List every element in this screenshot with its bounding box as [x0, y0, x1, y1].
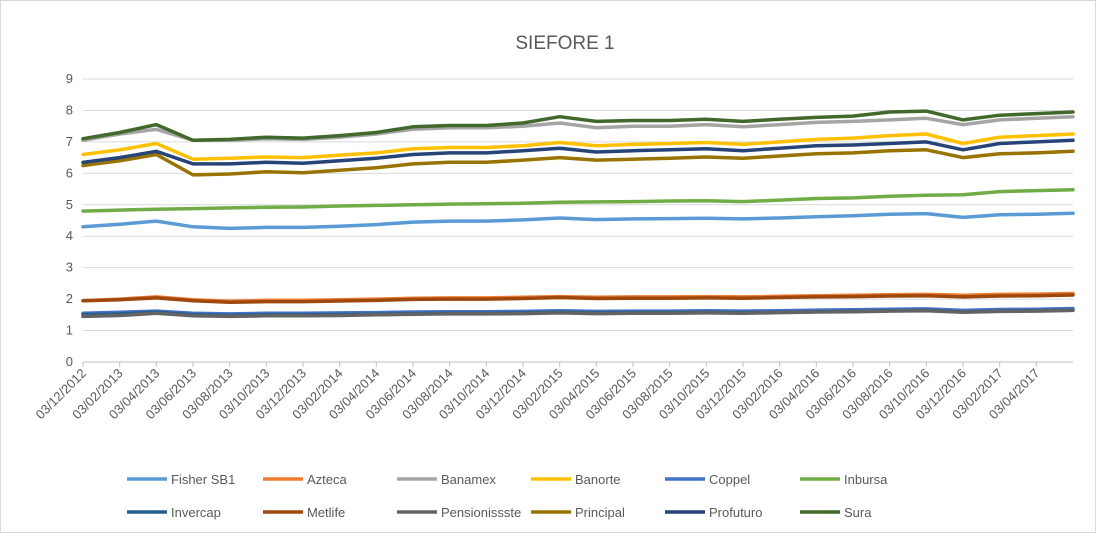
- legend-label: Banorte: [575, 472, 621, 487]
- series-line: [81, 148, 1075, 177]
- y-tick-label: 1: [66, 323, 73, 338]
- series-line: [81, 293, 1075, 305]
- series-line: [81, 109, 1075, 143]
- legend-label: Azteca: [307, 472, 348, 487]
- legend-label: Pensionissste: [441, 505, 521, 520]
- legend-label: Inbursa: [844, 472, 888, 487]
- y-tick-label: 3: [66, 260, 73, 275]
- series-line: [81, 211, 1075, 231]
- y-tick-label: 4: [66, 228, 73, 243]
- chart-title: SIEFORE 1: [515, 33, 614, 54]
- series-line: [81, 308, 1075, 319]
- legend-label: Principal: [575, 505, 625, 520]
- y-axis-ticks: 0 1 2 3 4 5 6 7 8 9: [66, 71, 73, 369]
- series-line: [81, 187, 1075, 213]
- y-tick-label: 8: [66, 102, 73, 117]
- legend-label: Sura: [844, 505, 872, 520]
- y-tick-label: 5: [66, 197, 73, 212]
- y-tick-label: 2: [66, 291, 73, 306]
- legend-label: Banamex: [441, 472, 496, 487]
- series-line: [81, 132, 1075, 161]
- series-line: [81, 138, 1075, 166]
- series-lines: [81, 109, 1075, 319]
- legend-label: Profuturo: [709, 505, 762, 520]
- legend-label: Coppel: [709, 472, 750, 487]
- y-tick-label: 6: [66, 165, 73, 180]
- legend-label: Invercap: [171, 505, 221, 520]
- y-tick-label: 7: [66, 134, 73, 149]
- x-axis-ticks: 03/12/201203/02/201303/04/201303/06/2013…: [32, 362, 1042, 422]
- legend: Fisher SB1 Azteca Banamex Banorte Coppel Inbu…: [127, 472, 888, 520]
- legend-label: Fisher SB1: [171, 472, 235, 487]
- y-tick-label: 0: [66, 354, 73, 369]
- legend-label: Metlife: [307, 505, 345, 520]
- y-tick-label: 9: [66, 71, 73, 86]
